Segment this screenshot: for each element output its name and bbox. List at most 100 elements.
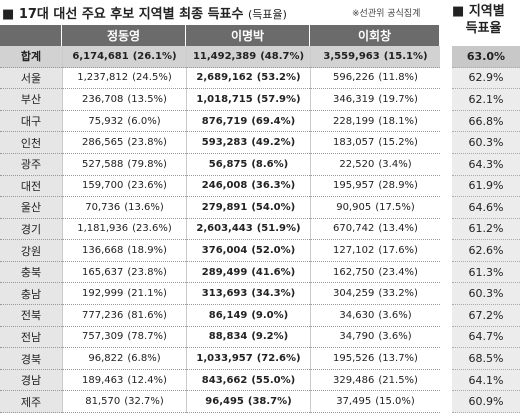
value-cell: 286,565 (23.8%) [62,132,186,154]
vote-count: 159,700 [82,180,124,192]
vote-count: 376,004 [201,245,248,257]
vote-share: (23.8%) [127,266,167,278]
vote-count: 189,463 [82,374,124,386]
region-cell: 충남 [0,283,62,306]
vote-count: 96,495 [205,396,244,408]
turnout-cell: 62.9% [452,67,520,90]
value-cell: 1,018,715 (57.9%) [186,89,310,111]
turnout-cell: 64.6% [452,197,520,219]
vote-count: 1,018,715 [196,93,253,105]
vote-count: 162,750 [333,266,375,278]
vote-share: (13.4%) [378,223,418,235]
turnout-cell: 63.0% [452,46,520,68]
region-cell: 대구 [0,110,62,133]
vote-count: 228,199 [333,115,375,127]
value-cell: 777,236 (81.6%) [62,305,186,327]
vote-count: 34,790 [339,331,375,343]
vote-count: 81,570 [85,396,121,408]
vote-count: 86,149 [208,309,248,321]
vote-count: 6,174,681 [72,50,129,62]
value-cell: 81,570 (32.7%) [62,391,186,413]
vote-count: 246,008 [201,180,248,192]
value-cell: 192,999 (21.1%) [62,283,186,306]
value-cell: 228,199 (18.1%) [310,110,440,133]
value-cell: 183,057 (15.2%) [310,132,440,154]
value-cell: 56,875 (8.6%) [186,153,310,176]
vote-count: 876,719 [201,115,248,127]
vote-share: (11.8%) [378,72,418,84]
vote-count: 3,559,963 [323,50,380,62]
value-cell: 346,319 (19.7%) [310,89,440,111]
value-cell: 162,750 (23.4%) [310,261,440,284]
vote-count: 90,905 [336,201,372,213]
value-cell: 86,149 (9.0%) [186,305,310,327]
turnout-cell: 62.1% [452,89,520,111]
region-cell: 인천 [0,132,62,154]
value-cell: 329,486 (21.5%) [310,369,440,392]
turnout-cell: 66.8% [452,110,520,133]
turnout-cell: 64.3% [452,153,520,176]
turnout-cell: 60.3% [452,132,520,154]
region-cell: 부산 [0,89,62,111]
vote-share: (9.2%) [251,331,289,343]
vote-share: (53.2%) [256,72,301,84]
turnout-cell: 61.2% [452,218,520,241]
vote-count: 56,875 [208,158,248,170]
vote-share: (3.6%) [378,331,412,343]
vote-share: (23.4%) [378,266,418,278]
vote-share: (6.0%) [127,115,161,127]
vote-share: (3.4%) [378,158,412,170]
vote-count: 192,999 [82,288,124,300]
value-cell: 90,905 (17.5%) [310,197,440,219]
value-cell: 22,520 (3.4%) [310,153,440,176]
value-cell: 289,499 (41.6%) [186,261,310,284]
turnout-cell: 60.9% [452,391,520,413]
value-cell: 96,495 (38.7%) [186,391,310,413]
vote-share: (15.2%) [378,137,418,149]
vote-share: (18.1%) [378,115,418,127]
region-cell: 합계 [0,46,62,68]
region-cell: 경남 [0,369,62,392]
value-cell: 189,463 (12.4%) [62,369,186,392]
vote-count: 2,603,443 [196,223,253,235]
vote-share: (34.3%) [251,288,296,300]
header-cell: 정동영 [62,25,186,46]
value-cell: 1,181,936 (23.6%) [62,218,186,241]
vote-share: (69.4%) [251,115,296,127]
vote-share: (15.1%) [383,50,428,62]
value-cell: 11,492,389 (48.7%) [186,46,310,68]
vote-count: 11,492,389 [192,50,257,62]
vote-count: 279,891 [201,201,248,213]
vote-share: (21.5%) [378,374,418,386]
vote-share: (49.2%) [251,137,296,149]
value-cell: 75,932 (6.0%) [62,110,186,133]
value-cell: 843,662 (55.0%) [186,369,310,392]
header-cell: 이명박 [186,25,310,46]
region-cell: 서울 [0,67,62,90]
vote-count: 1,181,936 [77,223,129,235]
value-cell: 88,834 (9.2%) [186,326,310,349]
value-cell: 96,822 (6.8%) [62,348,186,370]
vote-share: (52.0%) [251,245,296,257]
header-cell [0,25,62,46]
vote-count: 75,932 [88,115,124,127]
vote-share: (81.6%) [127,309,167,321]
vote-share: (3.6%) [378,309,412,321]
vote-share: (57.9%) [256,93,301,105]
turnout-cell: 64.7% [452,326,520,349]
vote-share: (17.5%) [375,201,415,213]
value-cell: 3,559,963 (15.1%) [310,46,440,68]
value-cell: 37,495 (15.0%) [310,391,440,413]
vote-share: (54.0%) [251,201,296,213]
vote-share: (32.7%) [124,396,164,408]
vote-count: 527,588 [82,158,124,170]
vote-share: (26.1%) [132,50,177,62]
vote-count: 195,526 [333,353,375,365]
value-cell: 593,283 (49.2%) [186,132,310,154]
value-cell: 1,033,957 (72.6%) [186,348,310,370]
vote-share: (38.7%) [247,396,292,408]
vote-count: 236,708 [82,93,124,105]
vote-count: 195,957 [333,180,375,192]
vote-share: (78.7%) [127,331,167,343]
